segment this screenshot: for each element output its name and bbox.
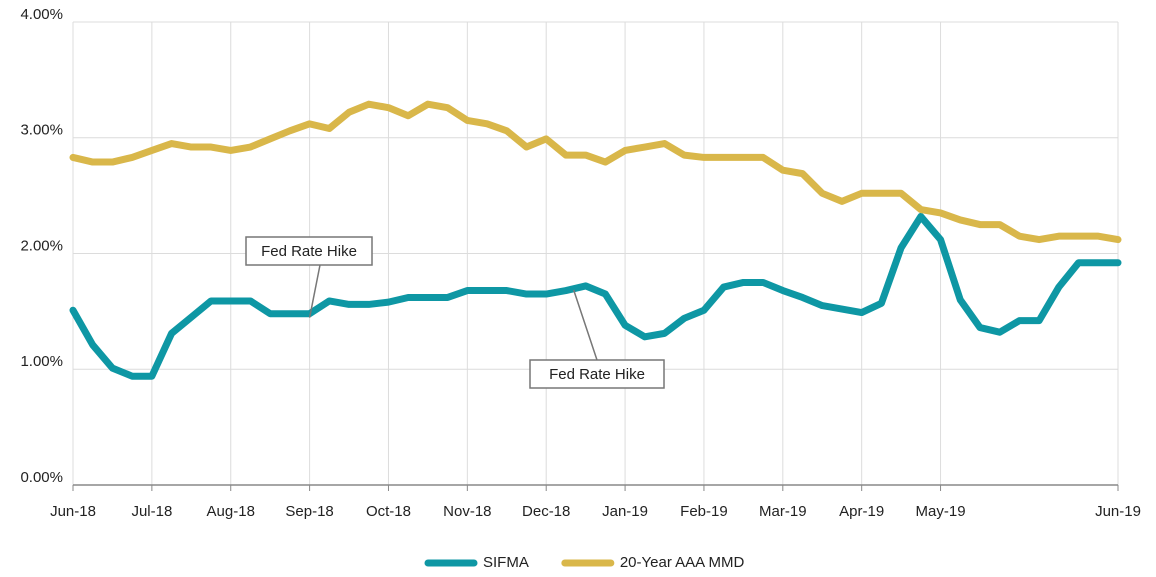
y-tick-label: 1.00% — [20, 353, 63, 370]
legend-label: 20-Year AAA MMD — [620, 554, 745, 571]
x-tick-label: Nov-18 — [443, 503, 491, 520]
x-tick-label: Mar-19 — [759, 503, 807, 520]
series-line — [69, 100, 1122, 244]
x-tick-label: Sep-18 — [285, 503, 333, 520]
legend-label: SIFMA — [483, 554, 529, 571]
annotation-leader — [308, 264, 321, 318]
annotation-leader — [572, 289, 598, 361]
y-tick-label: 2.00% — [20, 237, 63, 254]
annotation-box — [529, 359, 665, 389]
annotation-text: Fed Rate Hike — [549, 366, 645, 383]
x-tick-label: Jun-19 — [1095, 503, 1141, 520]
series-line — [69, 212, 1122, 380]
y-tick-label: 3.00% — [20, 122, 63, 139]
x-tick-label: May-19 — [916, 503, 966, 520]
x-tick-label: Dec-18 — [522, 503, 570, 520]
y-tick-label: 0.00% — [20, 469, 63, 486]
x-tick-label: Aug-18 — [207, 503, 255, 520]
y-tick-label: 4.00% — [20, 6, 63, 23]
x-tick-label: Apr-19 — [839, 503, 884, 520]
x-tick-label: Jul-18 — [131, 503, 172, 520]
x-tick-label: Oct-18 — [366, 503, 411, 520]
x-tick-label: Feb-19 — [680, 503, 728, 520]
annotation-box — [245, 236, 373, 266]
x-tick-label: Jun-18 — [50, 503, 96, 520]
annotation-text: Fed Rate Hike — [261, 243, 357, 260]
x-tick-label: Jan-19 — [602, 503, 648, 520]
